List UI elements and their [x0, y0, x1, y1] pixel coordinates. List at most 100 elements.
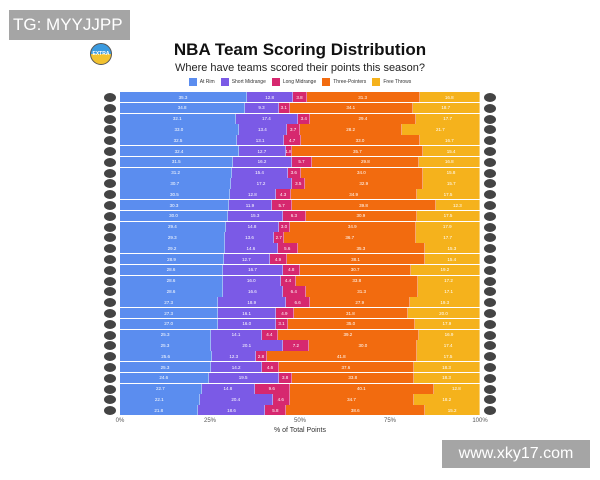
team-logo-icon: [104, 233, 116, 243]
bar-segment: 31.8: [293, 307, 409, 319]
bar-segment: 30.0: [120, 210, 228, 222]
bar-row: 30.0 15.3 6.3 30.9 17.5: [104, 210, 496, 222]
legend-swatch: [322, 78, 331, 86]
bar-row: 29.2 14.6 5.6 35.3 15.3: [104, 243, 496, 254]
bar-segment: 16.8: [419, 156, 480, 168]
bar-segment: 12.7: [239, 145, 286, 157]
bar-segment: 38.1: [287, 253, 425, 265]
bar-segment: 3.4: [298, 113, 311, 124]
bar-row: 28.6 16.7 4.8 30.7 19.2: [104, 264, 496, 276]
bar-segment: 17.4: [417, 340, 480, 351]
bar-segment: 5.7: [291, 156, 313, 168]
bar-segment: 13.4: [238, 124, 288, 135]
bar-segment: 29.2: [120, 243, 226, 254]
x-tick-label: 25%: [203, 418, 217, 424]
bar-segment: 9.3: [245, 102, 279, 114]
team-logo-icon: [104, 168, 116, 178]
bar-segment: 14.2: [211, 361, 263, 373]
bar-segment: 6.6: [286, 297, 311, 308]
bar-segment: 33.0: [120, 124, 239, 135]
bar-row: 25.3 14.1 4.4 39.2 16.9: [104, 329, 496, 340]
team-logo-icon: [484, 190, 496, 200]
bar-segment: 30.7: [300, 264, 411, 276]
bar-row: 27.0 16.0 3.1 35.0 17.9: [104, 318, 496, 330]
team-logo-icon: [484, 265, 496, 275]
bar-segment: 17.7: [416, 113, 480, 124]
bar-segment: 28.6: [120, 275, 223, 286]
bar-segment: 27.3: [120, 307, 219, 319]
bar-row: 24.6 19.5 3.8 33.8 18.3: [104, 372, 496, 384]
bar-segment: 28.9: [120, 253, 225, 265]
legend-swatch: [220, 78, 229, 86]
legend-swatch: [188, 78, 197, 86]
bar-segment: 34.9: [289, 221, 416, 232]
bar-segment: 5.8: [265, 405, 287, 416]
bar-segment: 17.9: [415, 221, 480, 232]
bar-segment: 21.8: [120, 405, 199, 416]
bar-segment: 17.1: [418, 286, 480, 297]
bar-row: 28.9 12.7 4.9 38.1 15.4: [104, 253, 496, 265]
team-logo-icon: [104, 222, 116, 232]
bar-row: 25.6 12.3 2.8 41.8 17.5: [104, 351, 496, 362]
bar-segment: 29.4: [310, 113, 417, 124]
legend-item: Long Midrange: [271, 78, 316, 86]
team-logo-icon: [484, 352, 496, 362]
bar-segment: 16.7: [222, 264, 284, 276]
legend-swatch: [271, 78, 280, 86]
bar-segment: 32.5: [120, 135, 237, 146]
bar-segment: 32.4: [120, 145, 240, 157]
x-axis: 0% 25% 50% 75% 100%: [116, 418, 488, 428]
bar-segment: 4.6: [272, 394, 290, 405]
bar-segment: 25.3: [120, 340, 212, 351]
team-logo-icon: [104, 276, 116, 286]
team-logo-icon: [484, 384, 496, 394]
team-logo-icon: [484, 114, 496, 124]
bar-segment: 19.5: [208, 372, 279, 384]
team-logo-icon: [104, 384, 116, 394]
legend-item: Three-Pointers: [322, 78, 366, 86]
bar-segment: 34.0: [300, 167, 424, 178]
bar-row: 30.3 11.9 5.7 39.8 12.3: [104, 199, 496, 211]
bar-segment: 30.3: [120, 199, 230, 211]
bar-segment: 15.4: [232, 167, 288, 178]
bar-segment: 2.8: [256, 351, 267, 362]
bar-row: 34.8 9.3 3.1 34.1 18.7: [104, 102, 496, 114]
watermark-bottom-right: www.xky17.com: [442, 440, 590, 468]
bar-segment: 39.8: [292, 199, 436, 211]
team-logo-icon: [104, 308, 116, 318]
bar-row: 28.6 16.0 4.4 33.8 17.2: [104, 275, 496, 286]
bar-segment: 33.8: [292, 372, 415, 384]
bar-segment: 16.9: [419, 329, 480, 340]
legend-label: Three-Pointers: [333, 79, 367, 85]
bar-segment: 4.7: [284, 135, 302, 146]
team-logo-icon: [484, 168, 496, 178]
bar-segment: 11.9: [229, 199, 272, 211]
bar-segment: 15.4: [423, 145, 480, 157]
watermark-top-left: TG: MYYJJPP: [9, 10, 130, 40]
legend-item: Free Throws: [372, 78, 411, 86]
x-tick-label: 50%: [293, 418, 307, 424]
bar-segment: 29.8: [312, 156, 420, 168]
bar-segment: 16.7: [419, 135, 480, 146]
team-logo-icon: [104, 179, 116, 189]
bar-segment: 36.7: [284, 232, 417, 243]
legend-item: Short Midrange: [220, 78, 266, 86]
bar-segment: 34.9: [291, 189, 417, 200]
bar-segment: 17.7: [416, 232, 480, 243]
bar-segment: 29.3: [120, 232, 226, 243]
bar-row: 29.4 14.8 3.0 34.9 17.9: [104, 221, 496, 232]
bar-segment: 39.2: [277, 329, 420, 340]
bar-row: 33.0 13.4 3.7 28.2 21.7: [104, 124, 496, 135]
x-tick-label: 100%: [472, 418, 488, 424]
bar-segment: 9.6: [254, 383, 290, 394]
bar-segment: 18.2: [414, 394, 480, 405]
bar-segment: 3.6: [287, 167, 301, 178]
bar-segment: 20.0: [408, 307, 480, 319]
team-logo-icon: [484, 103, 496, 113]
team-logo-icon: [484, 319, 496, 329]
bar-segment: 22.7: [120, 383, 202, 394]
team-logo-icon: [104, 200, 116, 210]
team-logo-icon: [104, 125, 116, 135]
bar-row: 35.3 12.8 3.8 31.3 16.8: [104, 92, 496, 103]
team-logo-icon: [104, 190, 116, 200]
